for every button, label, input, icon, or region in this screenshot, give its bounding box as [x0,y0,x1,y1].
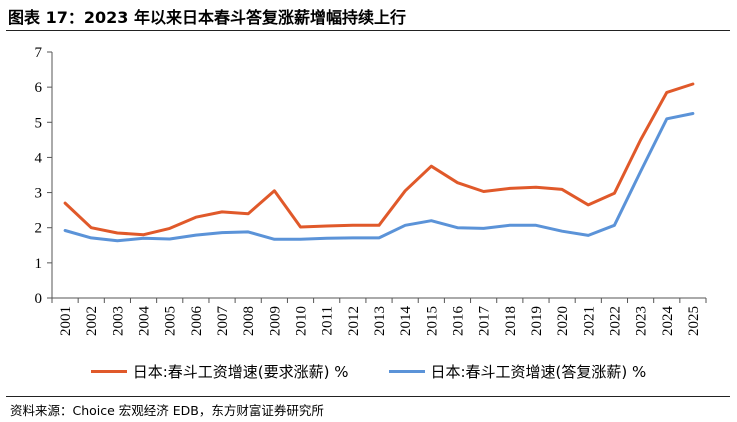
x-tick-label: 2021 [581,306,597,336]
x-tick-label: 2009 [267,306,283,336]
legend-item-demand: 日本:春斗工资增速(要求涨薪) % [90,361,349,382]
series-line-demand [63,82,695,237]
x-tick-label: 2002 [84,306,100,336]
x-tick-label: 2020 [555,306,571,336]
y-tick-label: 6 [35,80,43,96]
x-tick-label: 2016 [450,306,466,337]
x-tick-label: 2015 [424,306,440,336]
y-tick-label: 7 [35,45,43,61]
x-tick-label: 2001 [58,306,74,336]
x-tick-label: 2013 [372,306,388,336]
legend-item-settled: 日本:春斗工资增速(答复涨薪) % [388,361,647,382]
series-layer [63,82,695,243]
x-tick-label: 2008 [241,306,257,336]
chart-title: 图表 17：2023 年以来日本春斗答复涨薪增幅持续上行 [8,8,406,27]
x-tick-label: 2025 [686,306,702,336]
y-tick-label: 2 [35,221,43,237]
legend-label-settled: 日本:春斗工资增速(答复涨薪) % [430,362,647,381]
x-tick-label: 2006 [189,306,205,337]
y-tick-label: 3 [35,186,43,202]
title-divider [6,30,730,31]
legend: 日本:春斗工资增速(要求涨薪) % 日本:春斗工资增速(答复涨薪) % [0,358,737,384]
x-tick-label: 2003 [110,306,126,336]
x-tick-label: 2018 [503,306,519,336]
line-chart: 0 1 2 3 4 5 6 7 2001 2002 2003 2004 2005 2006 2007 2008… [35,45,707,336]
x-tick-label: 2024 [660,306,676,337]
x-tick-label: 2005 [163,306,179,336]
x-tick-label: 2017 [477,306,493,337]
x-tick-label: 2007 [215,306,231,337]
x-tick-label: 2014 [398,306,414,337]
legend-swatch-settled [388,369,425,373]
axes: 0 1 2 3 4 5 6 7 2001 2002 2003 2004 2005 2006 2007 2008… [35,45,707,336]
y-tick-label: 5 [35,115,43,131]
x-tick-label: 2011 [320,306,336,335]
x-tick-label: 2010 [294,306,310,336]
legend-swatch-demand [90,369,127,373]
legend-label-demand: 日本:春斗工资增速(要求涨薪) % [132,362,349,381]
y-tick-label: 0 [35,291,43,307]
x-tick-label: 2022 [607,306,623,336]
x-tick-label: 2004 [137,306,153,337]
y-tick-label: 4 [35,150,43,166]
x-tick-label: 2023 [634,306,650,336]
series-line-settled [63,112,695,243]
y-tick-label: 1 [35,256,43,272]
source-note: 资料来源：Choice 宏观经济 EDB，东方财富证券研究所 [10,403,324,418]
x-tick-label: 2012 [346,306,362,336]
source-divider [6,396,730,397]
x-tick-label: 2019 [529,306,545,336]
